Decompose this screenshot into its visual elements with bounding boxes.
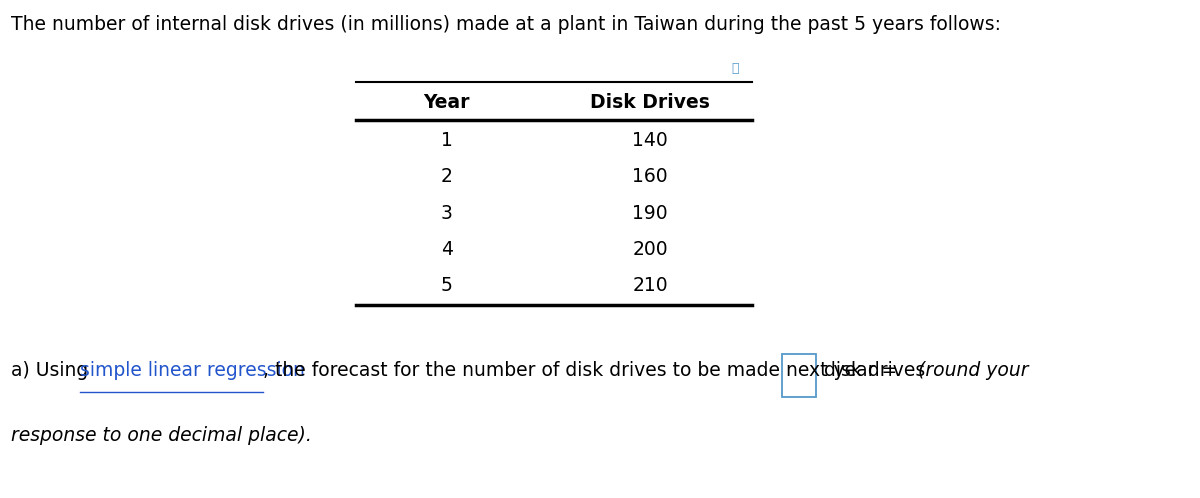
Text: 5: 5 <box>440 276 452 295</box>
Text: 140: 140 <box>632 131 668 150</box>
Text: 1: 1 <box>440 131 452 150</box>
Text: 4: 4 <box>440 240 452 259</box>
Text: 3: 3 <box>440 204 452 223</box>
Text: simple linear regression: simple linear regression <box>80 361 305 380</box>
Text: response to one decimal place).: response to one decimal place). <box>11 426 312 445</box>
Text: a) Using: a) Using <box>11 361 95 380</box>
Text: , the forecast for the number of disk drives to be made next year =: , the forecast for the number of disk dr… <box>263 361 904 380</box>
Text: 210: 210 <box>632 276 668 295</box>
Text: 200: 200 <box>632 240 668 259</box>
Text: 190: 190 <box>632 204 668 223</box>
Text: (round your: (round your <box>918 361 1028 380</box>
Text: Year: Year <box>424 93 470 112</box>
Text: The number of internal disk drives (in millions) made at a plant in Taiwan durin: The number of internal disk drives (in m… <box>11 15 1001 34</box>
Text: 2: 2 <box>440 167 452 186</box>
Text: ⎕: ⎕ <box>731 62 739 75</box>
Text: Disk Drives: Disk Drives <box>590 93 710 112</box>
Text: 160: 160 <box>632 167 668 186</box>
FancyBboxPatch shape <box>782 354 816 397</box>
Text: disk drives: disk drives <box>818 361 931 380</box>
